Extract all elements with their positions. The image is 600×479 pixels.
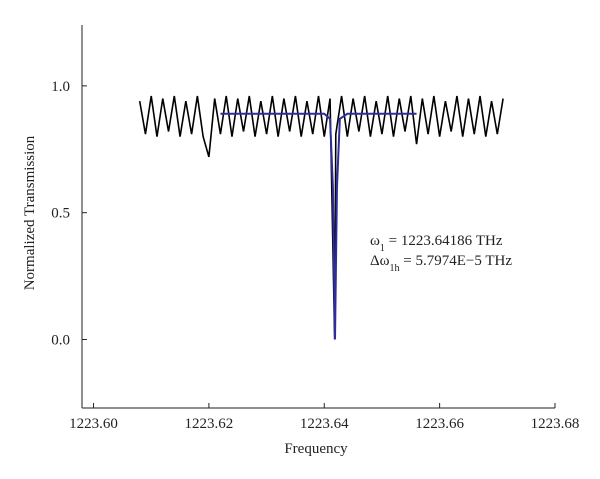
annotation-subscript: 1 <box>380 243 385 254</box>
x-tick-label: 1223.66 <box>415 416 464 432</box>
data-line <box>220 112 417 340</box>
x-tick-label: 1223.64 <box>300 416 349 432</box>
y-tick-label: 0.0 <box>51 333 70 349</box>
x-tick-label: 1223.62 <box>185 416 234 432</box>
y-tick-label: 1.0 <box>51 79 70 95</box>
annotation-text: = 5.7974E−5 THz <box>400 253 513 269</box>
annotation-symbol: Δω <box>370 253 390 269</box>
annotation: ω1 = 1223.64186 THz <box>370 233 503 254</box>
x-axis-title: Frequency <box>284 441 348 457</box>
annotation-text: = 1223.64186 THz <box>385 233 503 249</box>
annotation-subscript: 1h <box>390 263 400 274</box>
x-tick-label: 1223.68 <box>531 416 580 432</box>
y-axis-title: Normalized Transmission <box>22 135 38 290</box>
x-tick-label: 1223.60 <box>69 416 118 432</box>
annotation: Δω1h = 5.7974E−5 THz <box>370 253 512 274</box>
y-tick-label: 0.5 <box>51 206 70 222</box>
data-line <box>138 95 504 340</box>
annotation-symbol: ω <box>370 233 380 249</box>
